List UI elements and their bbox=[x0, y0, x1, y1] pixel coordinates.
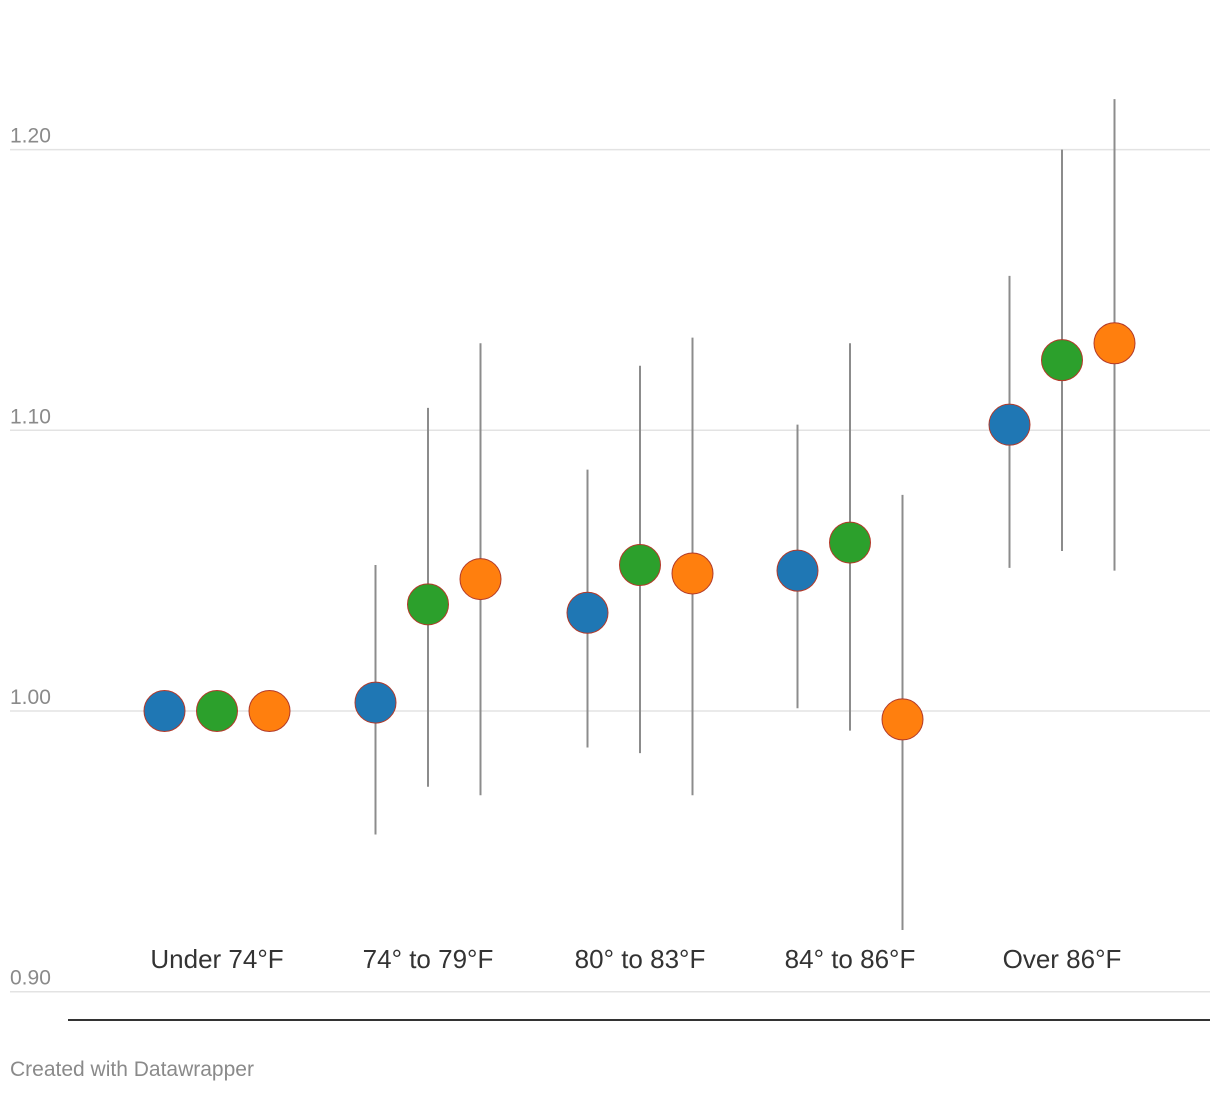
data-point[interactable] bbox=[829, 521, 871, 564]
data-point[interactable] bbox=[619, 544, 661, 587]
data-point[interactable] bbox=[776, 549, 819, 592]
category-labels: Under 74°F 74° to 79°F 80° to 83°F 84° to 8… bbox=[150, 944, 1121, 974]
data-point[interactable] bbox=[988, 403, 1031, 446]
datawrapper-credit[interactable]: Created with Datawrapper bbox=[10, 1058, 254, 1081]
data-point[interactable] bbox=[354, 681, 397, 724]
data-point[interactable] bbox=[671, 552, 714, 595]
y-tick-label: 1.00 bbox=[10, 686, 51, 709]
data-point[interactable] bbox=[143, 690, 186, 732]
category-label: 80° to 83°F bbox=[575, 944, 706, 974]
data-point[interactable] bbox=[1041, 339, 1083, 382]
data-point[interactable] bbox=[196, 690, 238, 732]
data-point[interactable] bbox=[1093, 322, 1136, 365]
category-label: Over 86°F bbox=[1003, 944, 1122, 974]
y-axis-tick-labels: 1.20 1.10 1.00 0.90 bbox=[10, 125, 51, 990]
gridlines bbox=[10, 148, 1210, 993]
data-point[interactable] bbox=[881, 698, 924, 741]
data-point[interactable] bbox=[459, 558, 502, 601]
data-point[interactable] bbox=[566, 591, 609, 634]
y-tick-label: 1.20 bbox=[10, 125, 51, 148]
error-bars bbox=[374, 99, 1116, 930]
data-points bbox=[143, 322, 1136, 741]
category-label: Under 74°F bbox=[150, 944, 283, 974]
data-point[interactable] bbox=[407, 583, 449, 626]
category-label: 84° to 86°F bbox=[785, 944, 916, 974]
category-label: 74° to 79°F bbox=[363, 944, 494, 974]
y-tick-label: 0.90 bbox=[10, 967, 51, 990]
data-point[interactable] bbox=[248, 690, 291, 732]
y-tick-label: 1.10 bbox=[10, 405, 51, 428]
